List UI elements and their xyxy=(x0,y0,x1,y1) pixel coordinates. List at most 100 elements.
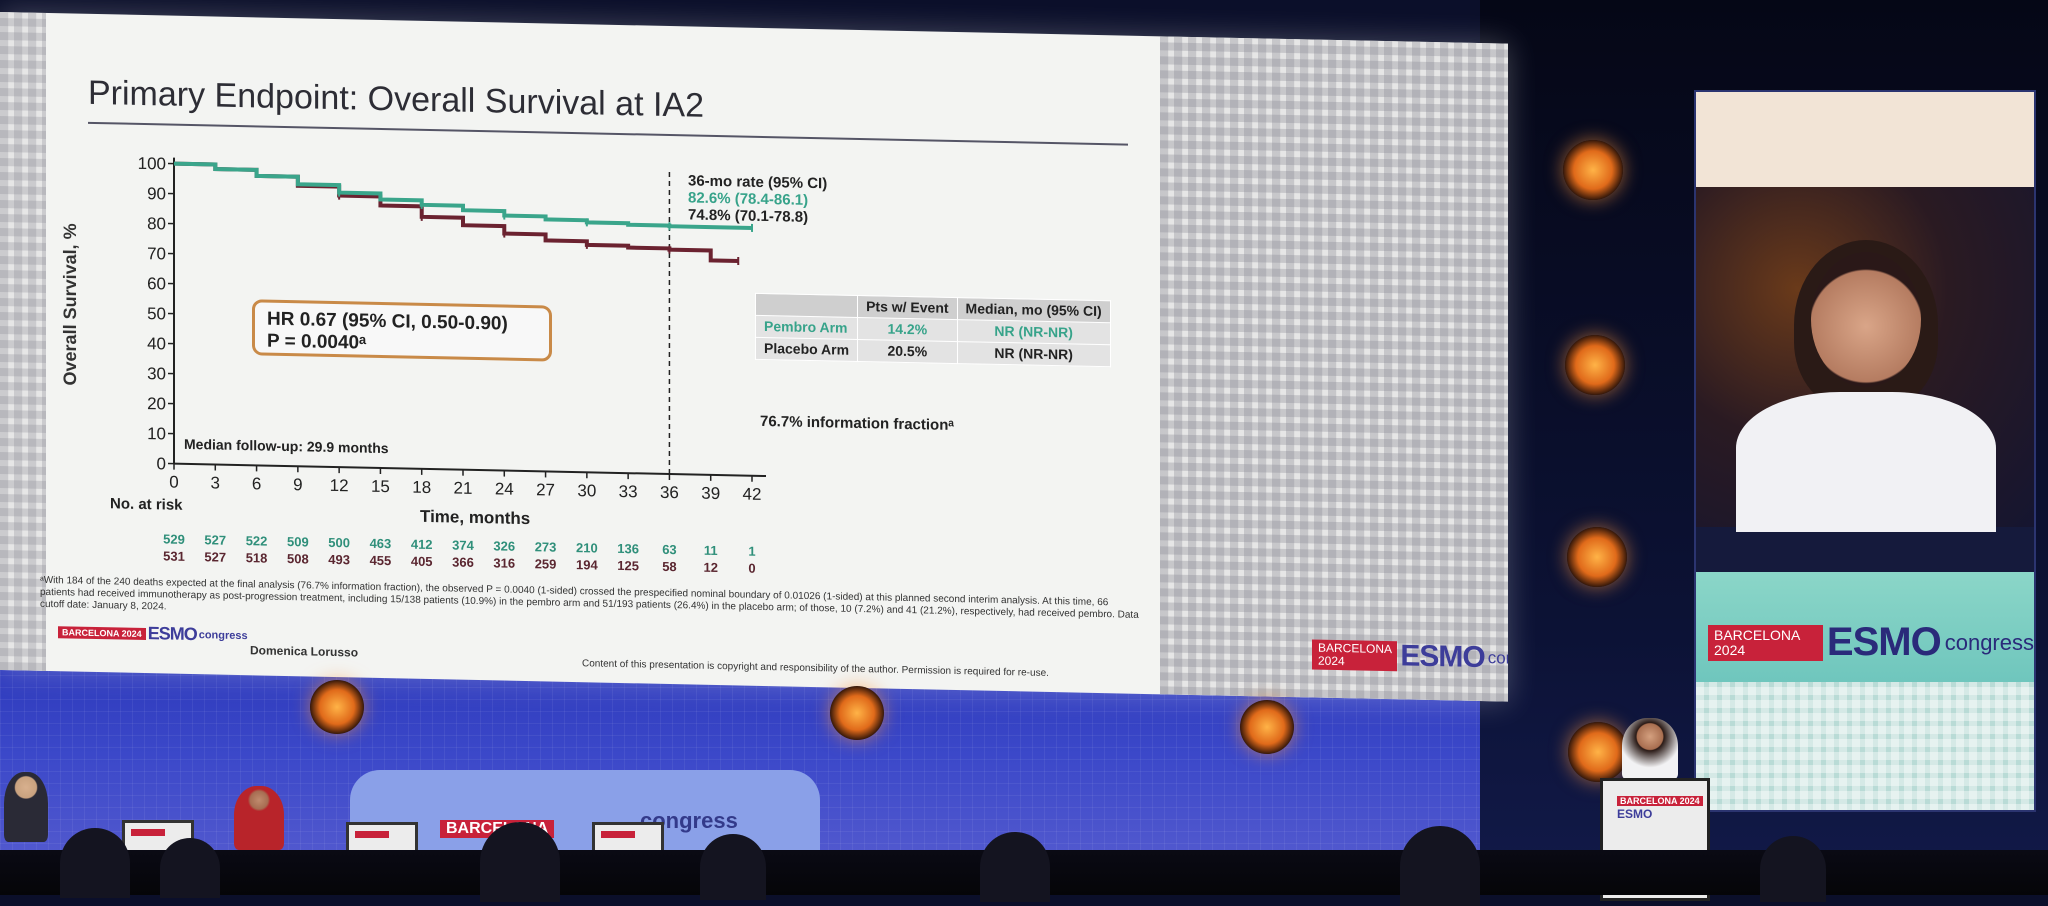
logo-city: BARCELONA 2024 xyxy=(1312,639,1397,671)
x-tick-label: 21 xyxy=(454,479,473,498)
risk-count: 316 xyxy=(484,555,524,571)
stage-light-icon xyxy=(1240,700,1294,754)
esmo-logo-large: BARCELONA 2024 ESMO congress xyxy=(1312,637,1508,676)
table-cell: Placebo Arm xyxy=(756,337,858,361)
panelist xyxy=(4,772,48,842)
stage-light-icon xyxy=(310,680,364,734)
video-pattern xyxy=(1696,682,2034,810)
x-tick-label: 18 xyxy=(412,478,431,497)
presentation-slide: Primary Endpoint: Overall Survival at IA… xyxy=(0,12,1508,702)
audience xyxy=(0,850,2048,895)
risk-count: 527 xyxy=(195,549,235,565)
risk-count: 509 xyxy=(278,534,318,550)
risk-count: 0 xyxy=(732,560,772,576)
risk-count: 374 xyxy=(443,537,483,553)
y-tick-label: 60 xyxy=(147,274,166,293)
x-tick-label: 30 xyxy=(577,481,596,500)
y-tick-label: 90 xyxy=(147,184,166,203)
rate-block: 36-mo rate (95% CI) 82.6% (78.4-86.1) 74… xyxy=(688,172,827,226)
risk-count: 412 xyxy=(402,536,442,552)
x-tick-label: 6 xyxy=(252,474,261,493)
logo-city: BARCELONA 2024 xyxy=(1708,625,1823,661)
y-tick-label: 100 xyxy=(138,154,166,174)
risk-count: 529 xyxy=(154,531,194,547)
risk-count: 259 xyxy=(526,556,566,572)
risk-count: 508 xyxy=(278,551,318,567)
table-cell: 20.5% xyxy=(858,339,957,363)
stage-light-icon xyxy=(830,686,884,740)
video-esmo-logo: BARCELONA 2024 ESMO congress xyxy=(1708,620,2034,665)
x-axis-label: Time, months xyxy=(420,507,530,529)
x-tick-label: 15 xyxy=(371,477,390,496)
y-tick-label: 0 xyxy=(157,454,166,473)
logo-word: ESMO xyxy=(1400,639,1484,675)
logo-congress: congress xyxy=(1488,648,1508,669)
no-at-risk-label: No. at risk xyxy=(110,495,183,514)
audience-head xyxy=(1760,836,1826,902)
y-tick-label: 50 xyxy=(147,304,166,323)
podium-logo-word: ESMO xyxy=(1617,807,1652,821)
risk-count: 500 xyxy=(319,535,359,551)
monitor-logo xyxy=(131,829,165,836)
speaker-jacket xyxy=(1736,392,1996,532)
author-name: Domenica Lorusso xyxy=(250,643,358,659)
risk-count: 125 xyxy=(608,558,648,574)
table-cell: Pembro Arm xyxy=(756,315,858,339)
km-curve-placebo-arm xyxy=(174,164,738,261)
risk-count: 12 xyxy=(691,559,731,575)
audience-head xyxy=(160,838,220,898)
stage-light-icon xyxy=(1565,335,1625,395)
x-axis-line xyxy=(174,464,766,476)
risk-count: 136 xyxy=(608,541,648,557)
table-header: Pts w/ Event xyxy=(858,295,957,319)
audience-head xyxy=(480,822,560,902)
risk-count: 527 xyxy=(195,532,235,548)
stage-light-icon xyxy=(1568,722,1628,782)
podium-logo-city: BARCELONA 2024 xyxy=(1617,796,1703,806)
logo-city: BARCELONA 2024 xyxy=(58,626,146,640)
risk-count: 273 xyxy=(526,539,566,555)
risk-count: 493 xyxy=(319,552,359,568)
y-tick-label: 80 xyxy=(147,214,166,233)
monitor-logo xyxy=(601,831,635,838)
risk-count: 210 xyxy=(567,540,607,556)
risk-count: 194 xyxy=(567,557,607,573)
risk-count: 531 xyxy=(154,548,194,564)
risk-count: 463 xyxy=(360,536,400,552)
risk-count: 326 xyxy=(484,538,524,554)
stage-light-icon xyxy=(1563,140,1623,200)
risk-count: 522 xyxy=(237,533,277,549)
y-tick-label: 30 xyxy=(147,364,166,383)
table-header xyxy=(756,293,858,317)
y-tick-label: 70 xyxy=(147,244,166,263)
table-header: Median, mo (95% CI) xyxy=(957,298,1110,323)
y-tick-label: 40 xyxy=(147,334,166,353)
risk-count: 455 xyxy=(360,553,400,569)
speaker-face xyxy=(1811,252,1921,387)
logo-congress: congress xyxy=(1945,630,2034,656)
hazard-ratio-box: HR 0.67 (95% CI, 0.50-0.90) P = 0.0040ᵃ xyxy=(252,299,552,361)
monitor-logo xyxy=(355,831,389,838)
logo-congress: congress xyxy=(199,629,248,642)
presenter xyxy=(1622,718,1678,780)
x-tick-label: 3 xyxy=(211,473,220,492)
x-tick-label: 42 xyxy=(743,485,762,504)
audience-head xyxy=(700,834,766,900)
logo-word: ESMO xyxy=(1827,620,1941,665)
risk-count: 58 xyxy=(649,559,689,575)
audience-head xyxy=(1400,826,1480,906)
x-tick-label: 36 xyxy=(660,483,679,502)
audience-head xyxy=(980,832,1050,902)
x-tick-label: 12 xyxy=(330,476,349,495)
esmo-logo-small: BARCELONA 2024 ESMO congress xyxy=(58,621,248,646)
risk-count: 63 xyxy=(649,542,689,558)
table-cell: NR (NR-NR) xyxy=(957,342,1110,367)
x-tick-label: 39 xyxy=(701,484,720,503)
podium-logo: BARCELONA 2024 ESMO xyxy=(1617,793,1707,821)
copyright-notice: Content of this presentation is copyrigh… xyxy=(582,658,1049,679)
risk-count: 518 xyxy=(237,550,277,566)
rate-placebo: 74.8% (70.1-78.8) xyxy=(688,206,827,226)
audience-head xyxy=(60,828,130,898)
logo-word: ESMO xyxy=(148,623,197,645)
x-tick-label: 9 xyxy=(293,475,302,494)
